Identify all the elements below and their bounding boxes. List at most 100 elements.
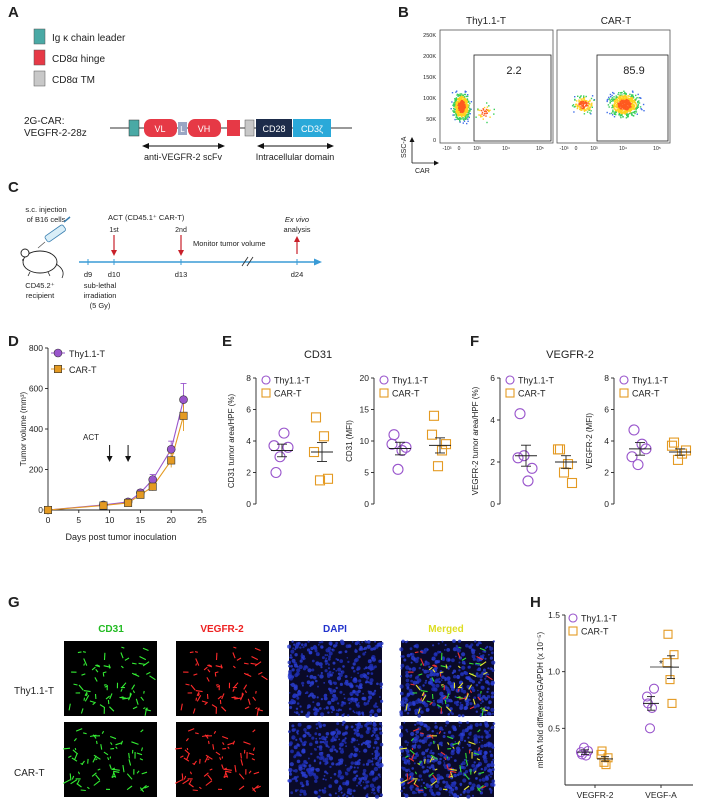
flow-event [624, 104, 627, 106]
nucleus [363, 786, 367, 790]
nucleus [425, 769, 430, 773]
flow-event [637, 100, 639, 103]
vessel-mark [431, 677, 435, 682]
nucleus [355, 774, 359, 778]
nucleus [436, 679, 439, 682]
irradiation-label-line1: sub-lethal [84, 281, 117, 290]
flow-event [463, 120, 466, 122]
flow-event [468, 110, 470, 112]
nucleus [345, 781, 350, 786]
flow-event [462, 99, 464, 101]
flow-event [591, 104, 593, 107]
vessel-mark [89, 700, 95, 703]
nucleus [368, 644, 371, 647]
nucleus [400, 732, 403, 735]
vessel-mark [197, 693, 200, 697]
flow-event [464, 102, 466, 104]
nucleus [429, 741, 433, 745]
y-tick-label: 8 [604, 373, 609, 383]
flow-event [636, 113, 638, 115]
data-point-cart [179, 411, 188, 420]
flow-event [461, 94, 463, 97]
vessel-mark [248, 752, 255, 756]
nucleus [344, 741, 347, 744]
vessel-mark [127, 693, 133, 701]
nucleus [367, 640, 371, 644]
flow-event [576, 105, 578, 107]
nucleus [437, 650, 440, 654]
vessel-mark [205, 754, 213, 760]
flow-event [613, 106, 616, 108]
y-tick-label: 20 [360, 373, 370, 383]
nucleus [437, 760, 442, 765]
vessel-mark [96, 664, 100, 667]
nucleus [323, 787, 327, 790]
nucleus [287, 660, 292, 665]
nucleus [417, 678, 422, 683]
nucleus [479, 722, 482, 725]
flow-event [452, 114, 454, 116]
flow-event [456, 111, 458, 113]
flow-event [470, 108, 472, 110]
nucleus [290, 682, 295, 688]
flow-event [461, 95, 463, 98]
nucleus [489, 772, 494, 776]
vessel-mark [458, 646, 462, 649]
panel-label-d: D [8, 333, 19, 350]
y-tick-label: 8 [246, 373, 251, 383]
nucleus [400, 663, 405, 668]
nucleus [413, 762, 416, 765]
nucleus [354, 747, 359, 752]
flow-event [457, 100, 459, 103]
nucleus [357, 667, 360, 671]
nucleus [317, 654, 320, 656]
nucleus [456, 700, 460, 704]
nucleus [478, 752, 482, 755]
data-point-cart [665, 675, 675, 685]
flow-event [462, 96, 464, 99]
flow-event [481, 113, 483, 115]
nucleus [336, 722, 340, 726]
y-tick-label: 0 [490, 499, 495, 509]
vessel-mark [439, 671, 444, 674]
flow-event [628, 101, 630, 104]
vessel-mark [414, 771, 418, 775]
vessel-mark [421, 695, 427, 702]
vessel-mark [447, 742, 450, 746]
flow-event [619, 107, 621, 109]
nucleus [405, 768, 409, 773]
flow-event [589, 108, 591, 111]
nucleus [375, 746, 380, 750]
flow-event [583, 113, 586, 115]
vessel-mark [126, 785, 133, 791]
nucleus [445, 720, 450, 725]
vessel-mark [73, 738, 77, 742]
nucleus [486, 690, 489, 694]
nucleus [404, 793, 409, 798]
vessel-mark [195, 663, 198, 666]
vessel-mark [122, 697, 130, 700]
flow-event [467, 95, 469, 98]
vessel-mark [239, 693, 245, 701]
flow-event [463, 106, 465, 109]
nucleus [492, 758, 495, 761]
data-point-cart [318, 431, 330, 442]
nucleus [485, 731, 489, 735]
nucleus [297, 689, 301, 693]
vessel-mark [473, 752, 480, 756]
nucleus [371, 753, 374, 755]
flow-event [589, 99, 591, 101]
nucleus [353, 789, 356, 793]
flow-event [622, 102, 624, 104]
nucleus [337, 667, 342, 672]
flow-event [460, 102, 463, 104]
y-tick-label: 4 [604, 436, 609, 446]
flow-y-axis-arrowhead [409, 137, 415, 142]
vessel-mark [480, 690, 482, 694]
vessel-mark [194, 732, 199, 735]
flow-event [628, 99, 630, 102]
flow-event [461, 118, 463, 120]
nucleus [432, 644, 435, 647]
flow-event [467, 118, 469, 120]
flow-event [621, 95, 624, 98]
